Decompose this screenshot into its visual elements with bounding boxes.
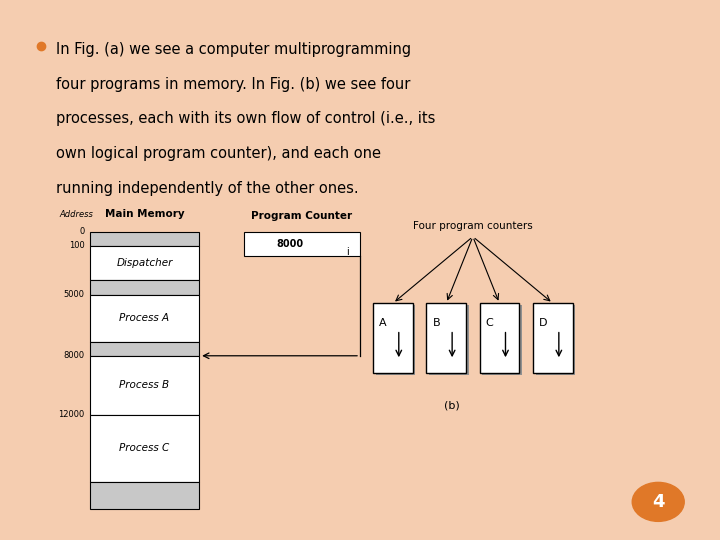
Bar (90, 295, 199, 341)
Text: Process B: Process B (120, 380, 170, 390)
Text: Address: Address (59, 210, 93, 219)
Text: 8000: 8000 (276, 239, 304, 249)
Text: In Fig. (a) we see a computer multiprogramming: In Fig. (a) we see a computer multiprogr… (55, 42, 410, 57)
Bar (90, 415, 199, 482)
Bar (90, 482, 199, 509)
Text: 12000: 12000 (58, 410, 84, 420)
Bar (376, 306, 415, 375)
Text: 0: 0 (79, 227, 84, 236)
Bar (373, 303, 413, 373)
Text: 8000: 8000 (63, 352, 84, 360)
Bar (482, 306, 522, 375)
Text: running independently of the other ones.: running independently of the other ones. (55, 181, 359, 196)
Bar (429, 306, 469, 375)
Text: processes, each with its own flow of control (i.e., its: processes, each with its own flow of con… (55, 111, 435, 126)
Bar (90, 246, 199, 280)
Text: Four program counters: Four program counters (413, 221, 533, 231)
Text: A: A (379, 318, 387, 328)
Bar (480, 303, 519, 373)
Text: Process A: Process A (120, 313, 170, 323)
Bar (90, 356, 199, 415)
Text: Program Counter: Program Counter (251, 211, 352, 221)
Text: Dispatcher: Dispatcher (117, 258, 173, 268)
Text: C: C (486, 318, 493, 328)
Text: 5000: 5000 (63, 290, 84, 299)
Text: D: D (539, 318, 547, 328)
Text: Main Memory: Main Memory (104, 208, 184, 219)
Text: 4: 4 (652, 493, 665, 511)
Text: own logical program counter), and each one: own logical program counter), and each o… (55, 146, 381, 161)
Bar (426, 303, 466, 373)
Bar (243, 232, 360, 256)
Bar (536, 306, 575, 375)
Bar (533, 303, 572, 373)
Bar (90, 232, 199, 246)
Text: four programs in memory. In Fig. (b) we see four: four programs in memory. In Fig. (b) we … (55, 77, 410, 92)
Text: (b): (b) (444, 401, 460, 411)
Text: B: B (433, 318, 440, 328)
Text: i: i (346, 247, 349, 257)
Bar (90, 280, 199, 295)
Circle shape (632, 482, 684, 522)
Text: Process C: Process C (120, 443, 170, 454)
Bar (90, 341, 199, 356)
Text: 100: 100 (68, 241, 84, 250)
